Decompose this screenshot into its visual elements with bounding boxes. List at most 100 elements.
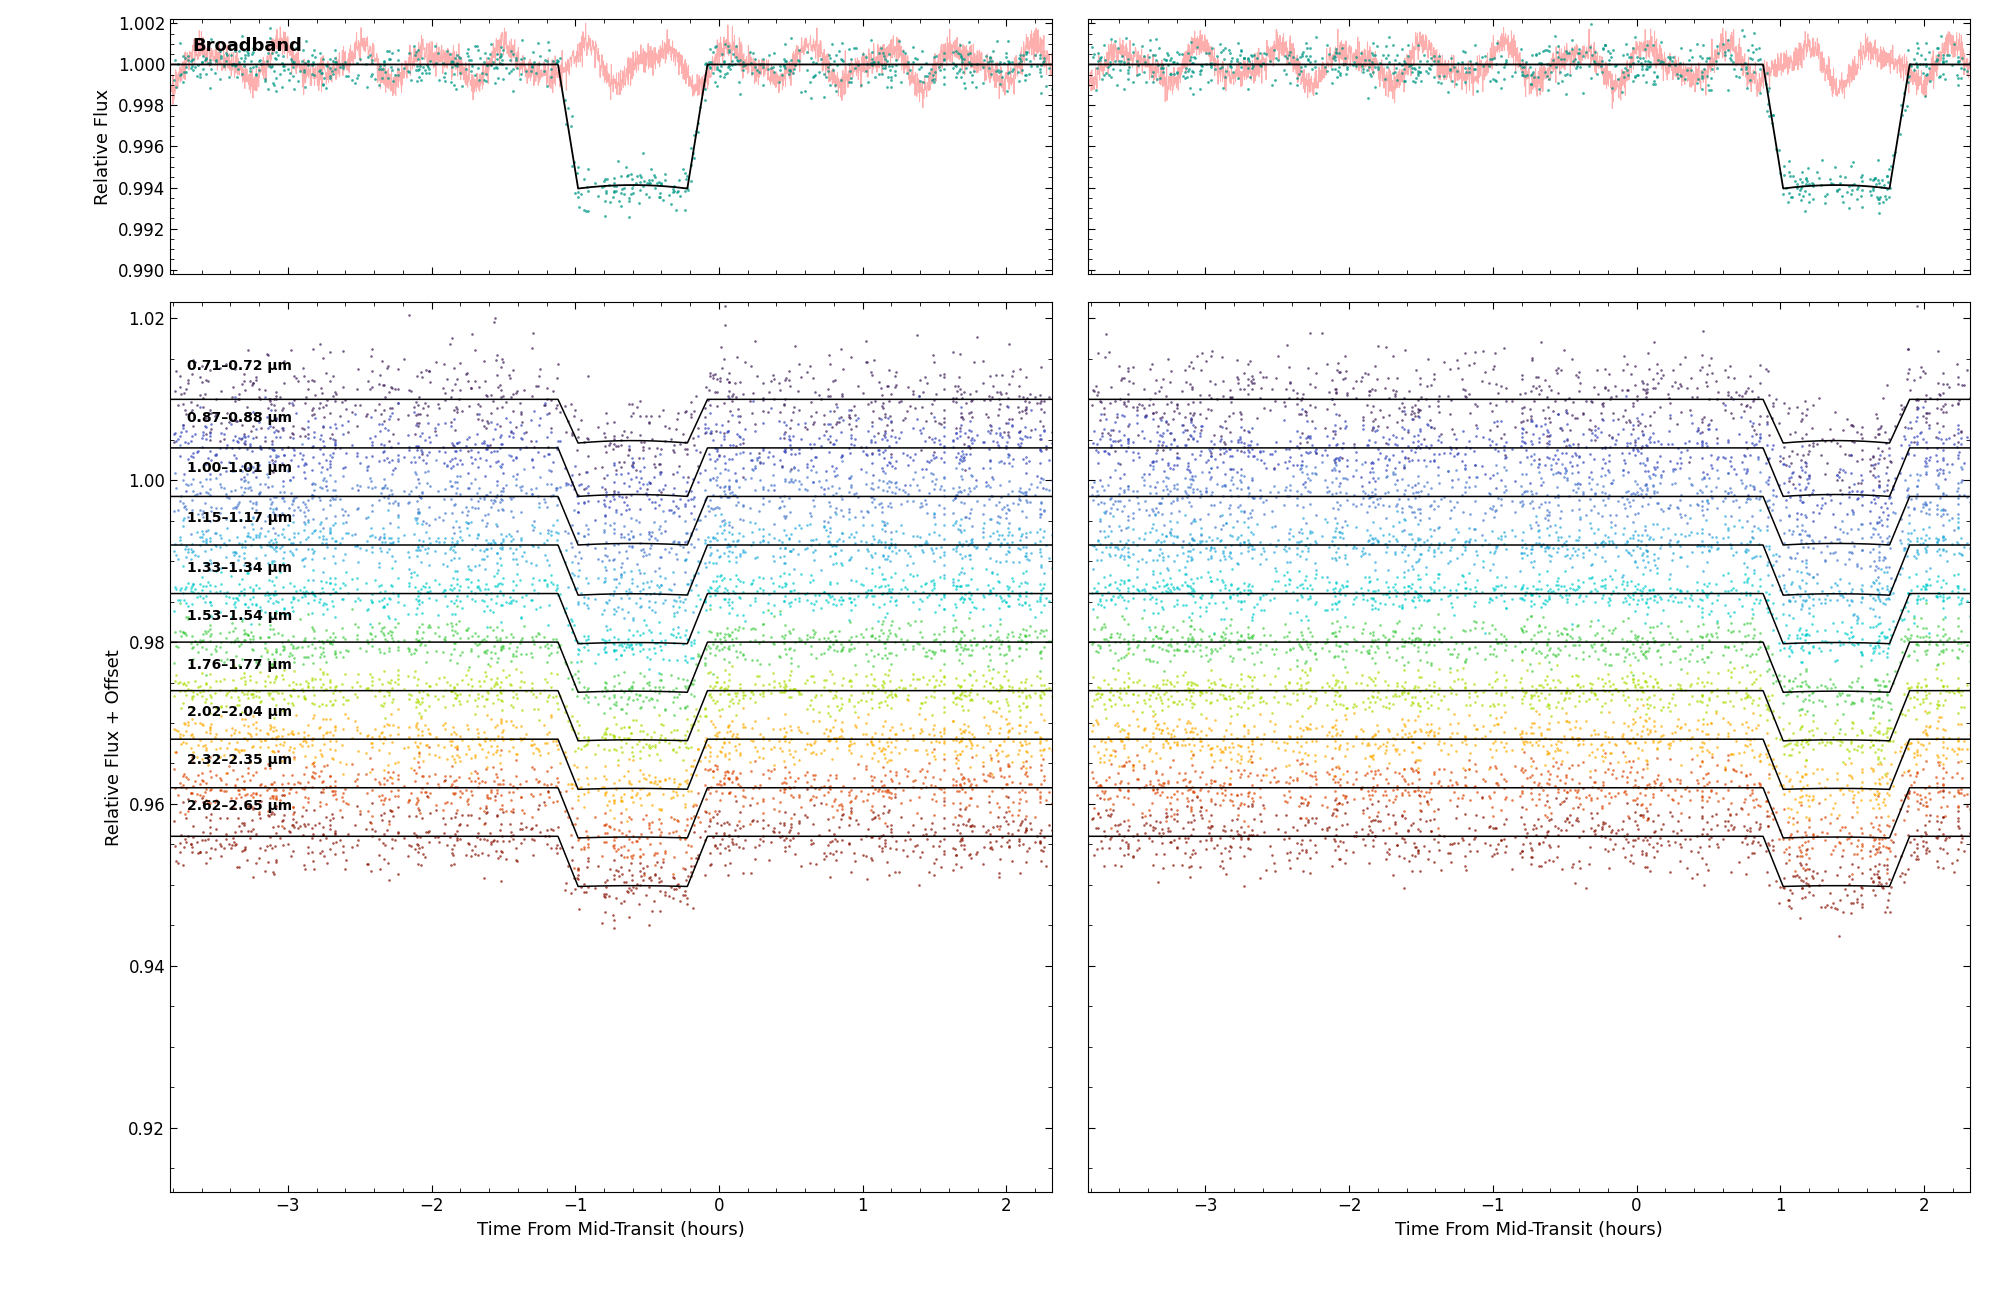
Point: [1378, 621, 1410, 642]
Point: [494, 728, 526, 749]
Point: [1452, 749, 1484, 770]
Point: [376, 628, 408, 648]
Point: [1096, 626, 1128, 647]
Point: [704, 477, 736, 498]
Point: [272, 460, 304, 481]
Point: [318, 391, 350, 411]
Point: [1872, 891, 1904, 911]
Point: [492, 638, 524, 659]
Point: [1436, 500, 1468, 521]
Point: [602, 597, 634, 617]
Point: [1872, 864, 1904, 884]
Point: [1392, 727, 1424, 748]
Point: [240, 596, 272, 616]
Point: [1138, 712, 1170, 732]
Point: [434, 470, 466, 491]
Point: [548, 802, 580, 822]
Point: [1010, 402, 1042, 423]
Point: [1280, 690, 1312, 710]
Point: [1300, 750, 1332, 771]
Point: [942, 535, 974, 556]
Point: [1328, 607, 1360, 628]
Point: [186, 576, 218, 597]
Point: [1692, 463, 1724, 483]
Point: [1686, 751, 1718, 772]
Point: [632, 473, 664, 494]
Point: [1140, 779, 1172, 799]
Point: [368, 768, 400, 789]
Point: [1550, 43, 1582, 63]
Point: [1920, 634, 1952, 655]
Point: [1338, 773, 1370, 794]
Point: [1232, 751, 1264, 772]
Point: [562, 501, 594, 522]
Point: [1656, 722, 1688, 742]
Point: [256, 607, 288, 628]
Point: [1534, 718, 1566, 739]
Point: [568, 637, 600, 657]
Point: [1920, 527, 1952, 548]
Point: [768, 552, 800, 572]
Point: [1744, 744, 1776, 764]
Point: [774, 623, 806, 643]
Point: [614, 687, 646, 708]
Point: [480, 672, 512, 692]
Point: [1034, 678, 1066, 699]
Point: [1720, 731, 1752, 751]
Point: [1234, 687, 1266, 708]
Point: [274, 643, 306, 664]
Point: [1550, 682, 1582, 703]
Point: [1388, 780, 1420, 800]
Point: [1910, 539, 1942, 559]
Point: [1324, 635, 1356, 656]
Point: [1792, 677, 1824, 697]
Point: [1520, 679, 1552, 700]
Point: [308, 735, 340, 755]
Point: [164, 589, 196, 610]
Point: [570, 461, 602, 482]
Point: [1350, 483, 1382, 504]
Point: [1192, 548, 1224, 568]
Point: [1618, 589, 1650, 610]
Point: [1460, 804, 1492, 825]
Point: [540, 629, 572, 650]
Point: [1436, 852, 1468, 873]
Point: [524, 570, 556, 590]
Point: [364, 553, 396, 574]
Point: [1104, 780, 1136, 800]
Point: [1588, 742, 1620, 763]
Point: [880, 536, 912, 557]
Point: [568, 882, 600, 902]
Point: [1260, 557, 1292, 577]
Point: [1874, 838, 1906, 858]
Point: [1274, 717, 1306, 737]
Point: [1554, 779, 1586, 799]
Point: [1024, 499, 1056, 519]
Point: [1586, 458, 1618, 478]
Point: [1946, 782, 1978, 803]
Point: [1770, 178, 1802, 199]
Point: [1612, 44, 1644, 64]
Point: [588, 766, 620, 786]
Point: [304, 571, 336, 592]
Point: [1862, 585, 1894, 606]
Point: [1884, 463, 1916, 483]
Point: [1898, 687, 1930, 708]
Point: [992, 374, 1024, 394]
Point: [402, 692, 434, 713]
Point: [662, 616, 694, 637]
Point: [276, 692, 308, 713]
Point: [954, 443, 986, 464]
Point: [1692, 499, 1724, 519]
Point: [1922, 691, 1954, 712]
Point: [638, 592, 670, 612]
Point: [768, 771, 800, 791]
Point: [1712, 429, 1744, 450]
Point: [984, 62, 1016, 82]
Point: [614, 773, 646, 794]
Point: [1788, 887, 1820, 907]
Point: [268, 351, 300, 371]
Point: [1516, 584, 1548, 605]
Point: [922, 494, 954, 514]
Point: [1434, 643, 1466, 664]
